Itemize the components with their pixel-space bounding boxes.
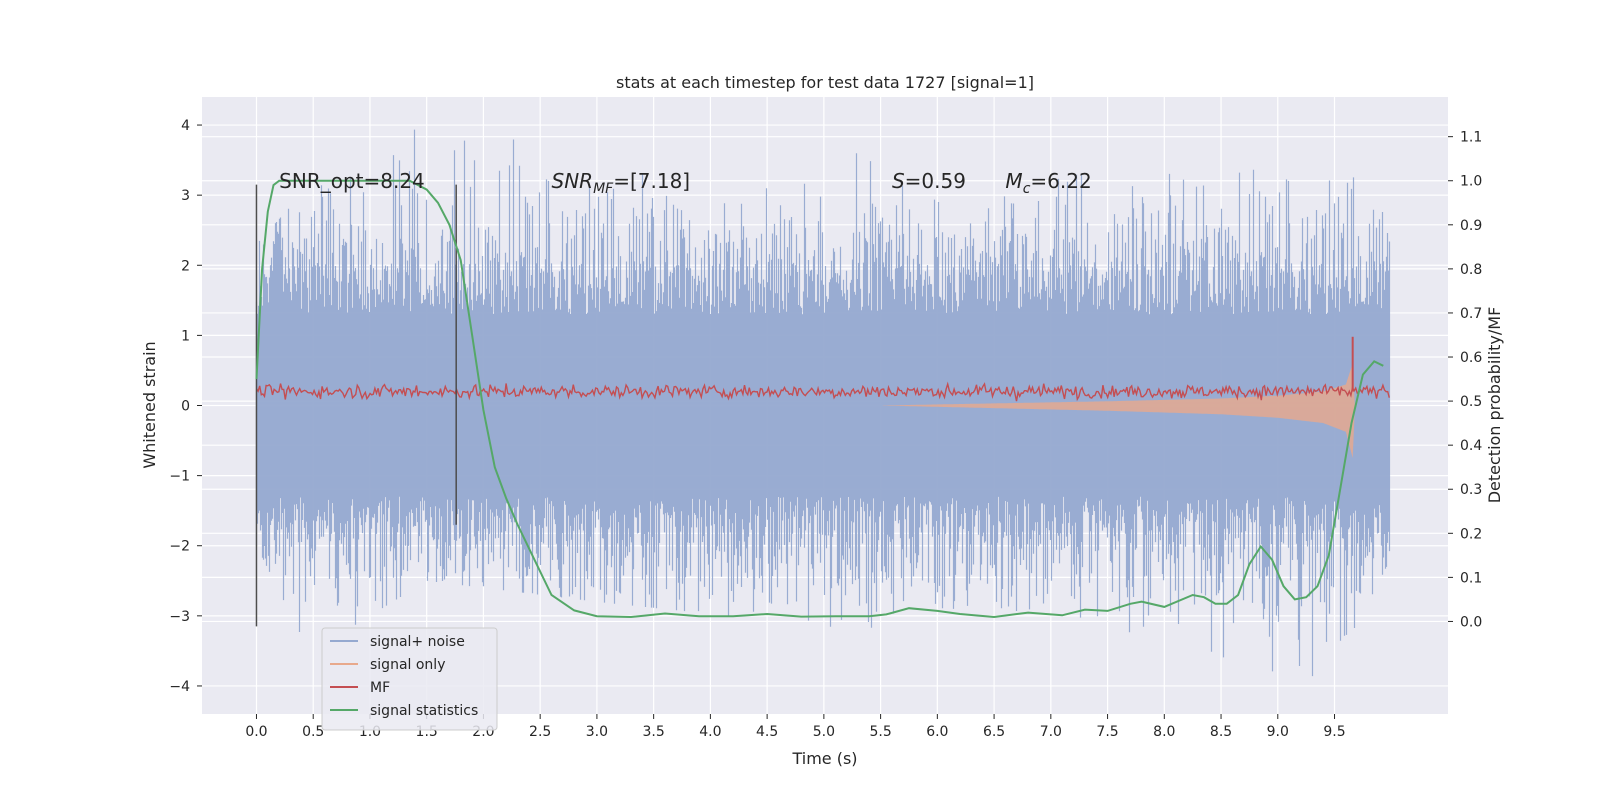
legend-label-3: signal statistics (370, 703, 478, 719)
x-tick-17: 8.5 (1210, 724, 1232, 740)
mf-line (255, 381, 1390, 402)
x-axis-label: Time (s) (791, 749, 857, 768)
y2-tick-9: 0.9 (1460, 218, 1482, 234)
series-signal-only (880, 363, 1355, 459)
x-tick-12: 6.0 (926, 724, 948, 740)
series-mf (255, 336, 1390, 402)
y-tick-7: 3 (181, 188, 190, 204)
y-tick-1: −3 (169, 609, 190, 625)
x-tick-10: 5.0 (813, 724, 835, 740)
y2-tick-7: 0.7 (1460, 306, 1482, 322)
y2-tick-3: 0.3 (1460, 482, 1482, 498)
series-signal-statistics (255, 179, 1384, 619)
y2-tick-0: 0.0 (1460, 614, 1482, 630)
y-tick-3: −1 (169, 469, 190, 485)
legend-label-2: MF (370, 680, 390, 696)
x-tick-19: 9.5 (1323, 724, 1345, 740)
y2-tick-6: 0.6 (1460, 350, 1482, 366)
y2-axis-ticks: 0.0 0.1 0.2 0.3 0.4 0.5 0.6 0.7 0.8 0.9 1.0 1.1 (1448, 130, 1482, 630)
x-tick-15: 7.5 (1096, 724, 1118, 740)
y2-tick-8: 0.8 (1460, 262, 1482, 278)
annotation-snr-opt: SNR_opt=8.24 (279, 169, 425, 193)
x-tick-16: 8.0 (1153, 724, 1175, 740)
x-tick-6: 3.0 (586, 724, 608, 740)
y2-tick-2: 0.2 (1460, 526, 1482, 542)
annotations: SNR_opt=8.24 SNRMF=[7.18] S=0.59 Mc=6.22 (279, 169, 1092, 197)
y-tick-6: 2 (181, 258, 190, 274)
y2-tick-1: 0.1 (1460, 570, 1482, 586)
legend-box (321, 627, 498, 731)
y-tick-0: −4 (169, 679, 190, 695)
x-tick-0: 0.0 (245, 724, 267, 740)
y2-tick-10: 1.0 (1460, 174, 1482, 190)
vertical-markers (255, 184, 457, 627)
y2-tick-4: 0.4 (1460, 438, 1482, 454)
y-axis-label: Whitened strain (140, 341, 159, 468)
annotation-snr-mf: SNRMF=[7.18] (552, 169, 691, 197)
x-tick-13: 6.5 (983, 724, 1005, 740)
legend-label-0: signal+ noise (370, 634, 465, 650)
x-tick-18: 9.0 (1267, 724, 1289, 740)
y-axis-ticks: −4 −3 −2 −1 0 1 2 3 4 (169, 118, 202, 695)
x-tick-11: 5.5 (869, 724, 891, 740)
chart-title: stats at each timestep for test data 172… (616, 73, 1034, 92)
y2-tick-5: 0.5 (1460, 394, 1482, 410)
x-tick-8: 4.0 (699, 724, 721, 740)
legend-label-1: signal only (370, 657, 445, 673)
annotation-mc: Mc=6.22 (1005, 169, 1091, 197)
x-tick-7: 3.5 (643, 724, 665, 740)
x-tick-9: 4.5 (756, 724, 778, 740)
legend: signal+ noise signal only MF signal statist… (321, 627, 498, 731)
y2-axis-label: Detection probability/MF (1485, 307, 1504, 504)
x-tick-14: 7.0 (1040, 724, 1062, 740)
y-tick-4: 0 (181, 399, 190, 415)
signal-statistics-line (255, 179, 1384, 619)
y-tick-2: −2 (169, 539, 190, 555)
x-axis-ticks: 0.0 0.5 1.0 1.5 2.0 2.5 3.0 3.5 4.0 4.5 5.0 5.5 6.0 6… (245, 714, 1346, 740)
y-tick-5: 1 (181, 328, 190, 344)
signal-only-area (880, 363, 1355, 459)
x-tick-5: 2.5 (529, 724, 551, 740)
y2-tick-11: 1.1 (1460, 130, 1482, 146)
y-tick-8: 4 (181, 118, 190, 134)
x-tick-1: 0.5 (302, 724, 324, 740)
annotation-s: S=0.59 (892, 169, 966, 193)
